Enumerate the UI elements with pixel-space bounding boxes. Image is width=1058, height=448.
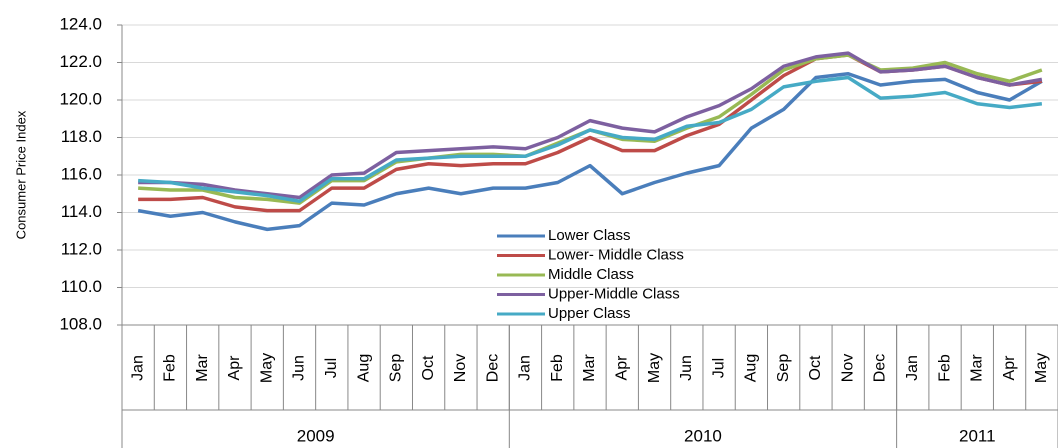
group-label: 2009 (297, 426, 335, 445)
legend-label: Upper-Middle Class (548, 285, 680, 302)
x-tick-label: Jun (291, 355, 308, 381)
x-tick-label: Jul (323, 358, 340, 378)
x-tick-label: Jan (904, 355, 921, 381)
y-tick-label: 120.0 (59, 89, 102, 108)
x-tick-label: Sep (775, 354, 792, 383)
x-tick-label: Sep (388, 354, 405, 383)
y-tick-label: 118.0 (61, 127, 102, 146)
y-tick-label: 124.0 (59, 14, 102, 33)
y-tick-label: 110.0 (61, 277, 102, 296)
x-tick-label: May (258, 353, 275, 383)
y-tick-label: 122.0 (59, 52, 102, 71)
x-tick-label: Dec (484, 354, 501, 382)
x-tick-label: Apr (1001, 355, 1018, 381)
x-tick-label: Mar (969, 354, 986, 382)
series-line (137, 72, 1043, 232)
legend-label: Upper Class (548, 305, 631, 322)
x-tick-label: Aug (355, 354, 372, 382)
x-tick-label: Jan (517, 355, 534, 381)
x-tick-label: Oct (420, 355, 437, 380)
series-line (138, 53, 1043, 213)
legend-label: Lower Class (548, 227, 631, 244)
x-tick-label: Feb (549, 354, 566, 382)
legend-label: Lower- Middle Class (548, 246, 684, 263)
x-tick-label: Apr (613, 355, 630, 381)
x-tick-label: Apr (226, 355, 243, 381)
x-tick-label: May (646, 353, 663, 383)
x-tick-label: Dec (872, 354, 889, 382)
group-label: 2010 (684, 426, 722, 445)
x-tick-label: Feb (936, 354, 953, 382)
x-tick-label: Mar (581, 354, 598, 382)
legend-label: Middle Class (548, 266, 634, 283)
x-tick-label: Mar (194, 354, 211, 382)
x-tick-label: Nov (452, 354, 469, 382)
x-tick-label: Jan (129, 355, 146, 381)
y-tick-label: 112.0 (61, 239, 102, 258)
x-tick-label: Oct (807, 355, 824, 380)
x-tick-label: May (1033, 353, 1050, 383)
series-line (138, 51, 1043, 200)
y-tick-label: 108.0 (59, 314, 102, 333)
x-tick-label: Nov (839, 354, 856, 382)
y-tick-label: 116.0 (61, 164, 102, 183)
x-tick-label: Aug (743, 354, 760, 382)
x-tick-label: Jul (710, 358, 727, 378)
x-tick-label: Feb (162, 354, 179, 382)
group-label: 2011 (959, 426, 996, 445)
series-line (138, 75, 1043, 203)
y-tick-label: 114.0 (61, 202, 102, 221)
x-tick-label: Jun (678, 355, 695, 381)
y-axis-label: Consumer Price Index (13, 110, 28, 239)
